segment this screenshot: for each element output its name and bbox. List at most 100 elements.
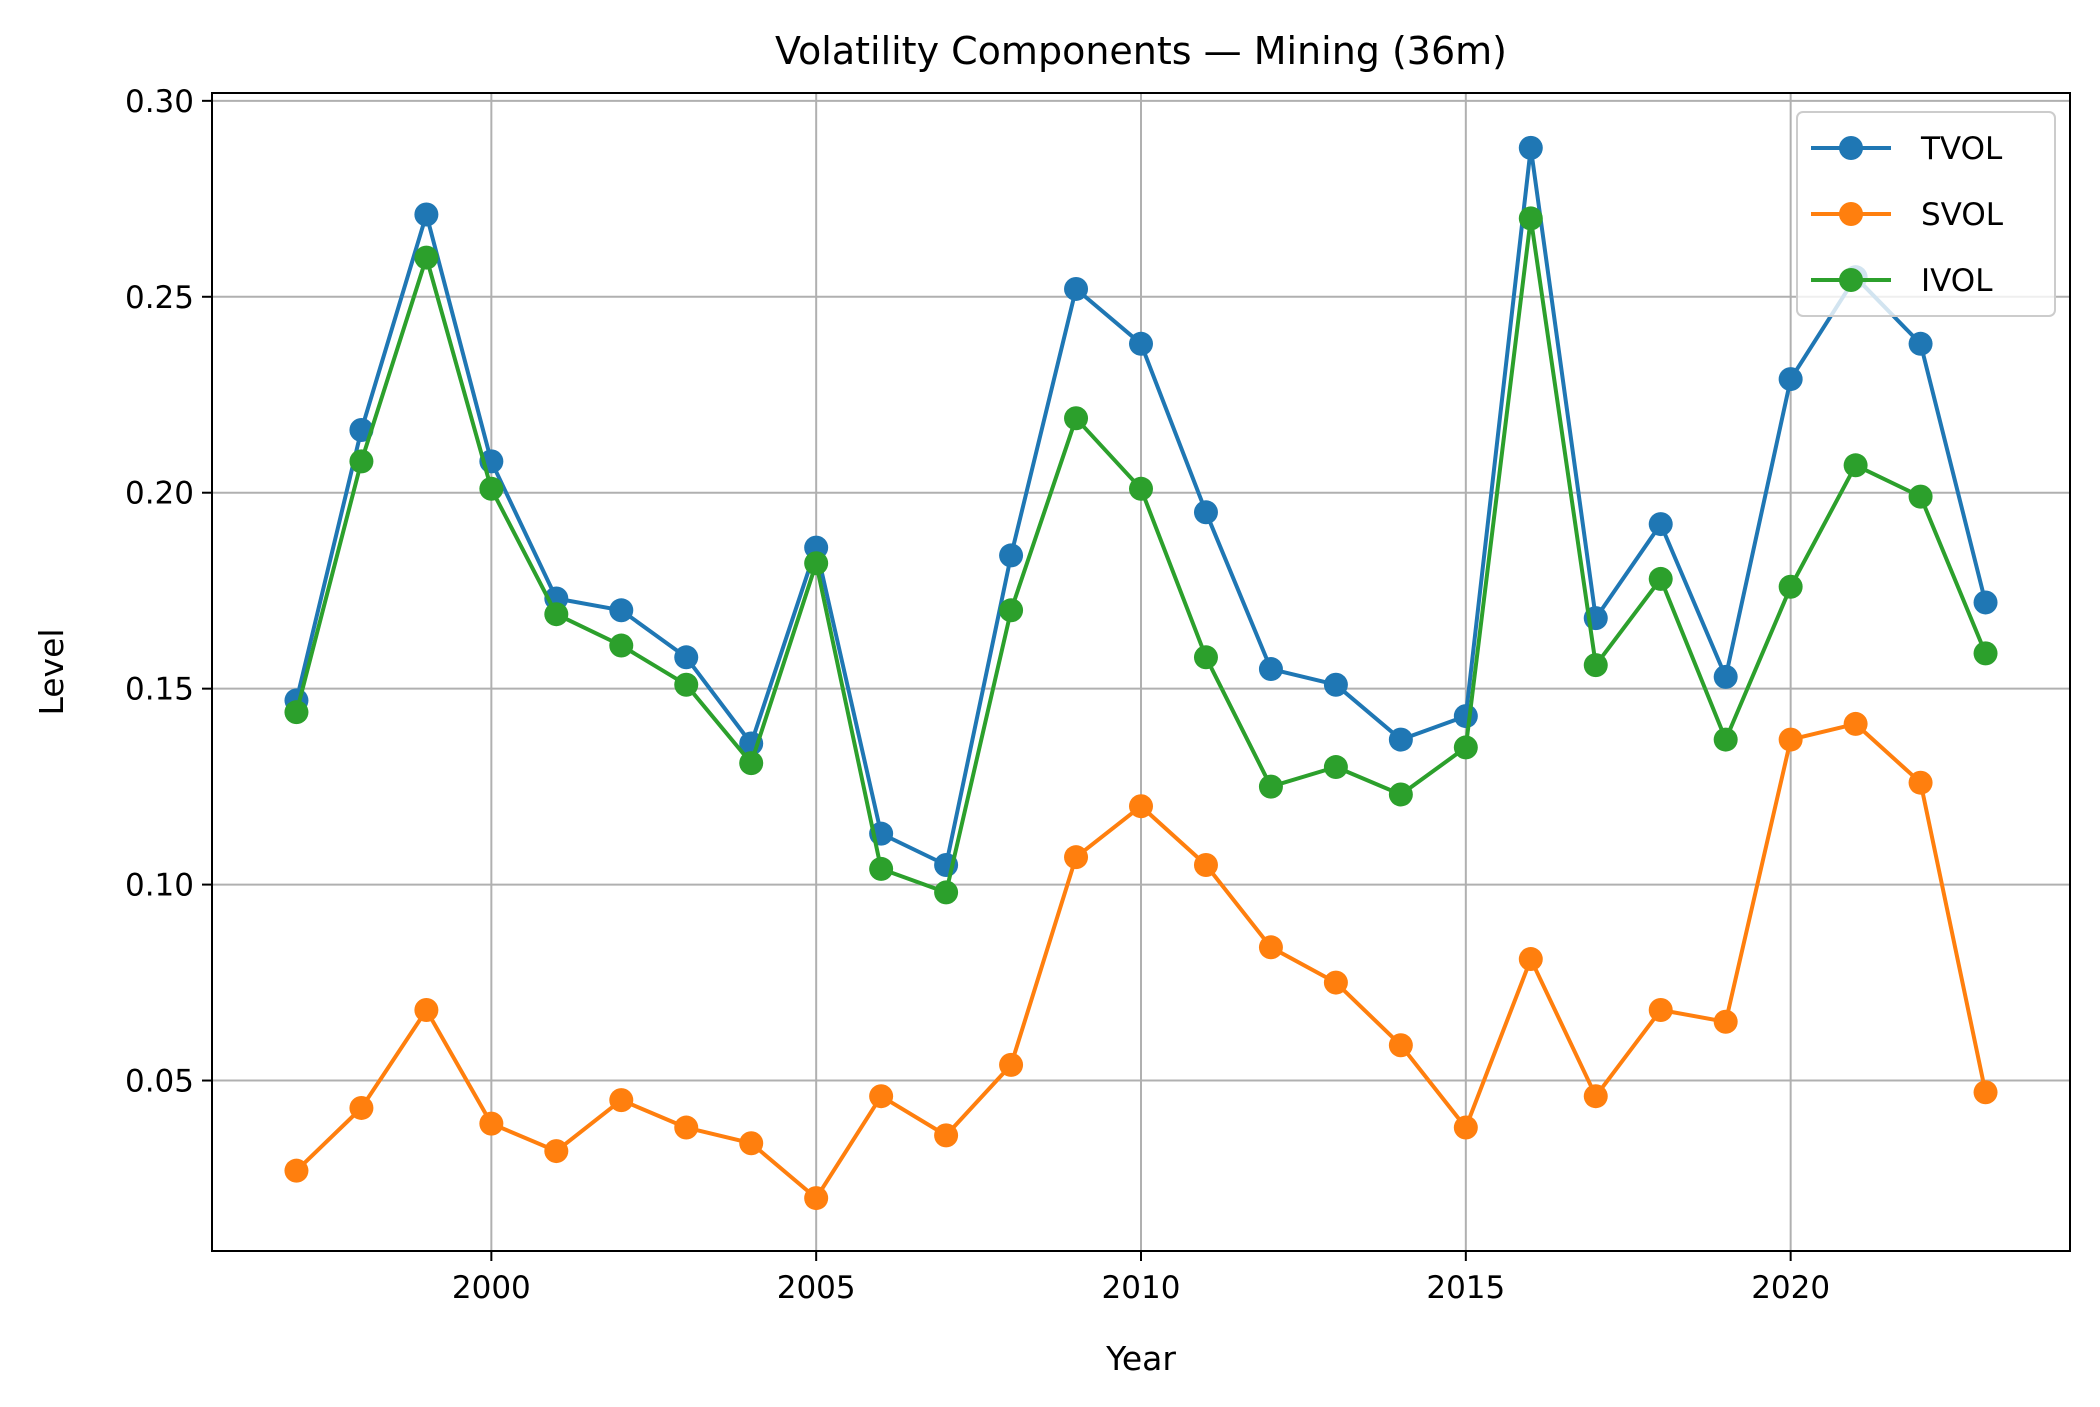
data-point [284, 1158, 309, 1183]
data-point [934, 880, 959, 905]
data-point [1453, 704, 1478, 729]
data-point [1843, 453, 1868, 478]
series-svol [284, 711, 1998, 1211]
data-point [1713, 1009, 1738, 1034]
data-point [1518, 206, 1543, 231]
x-tick-label: 2015 [1426, 1270, 1505, 1306]
data-point [1648, 566, 1673, 591]
data-point [1193, 500, 1218, 525]
legend-marker [1839, 268, 1863, 292]
data-point [674, 645, 699, 670]
data-point [1323, 970, 1348, 995]
series-tvol [284, 135, 1998, 877]
y-tick-label: 0.20 [125, 476, 194, 512]
data-point [1388, 1033, 1413, 1058]
data-point [804, 1186, 829, 1211]
data-point [349, 449, 374, 474]
data-point [1908, 770, 1933, 795]
data-point [609, 633, 634, 658]
data-point [1908, 484, 1933, 509]
grid [212, 93, 2070, 1251]
data-point [1973, 641, 1998, 666]
data-point [1778, 727, 1803, 752]
data-point [414, 997, 439, 1022]
data-point [999, 543, 1024, 568]
y-tick-label: 0.25 [125, 280, 194, 316]
x-tick-label: 2010 [1102, 1270, 1181, 1306]
data-point [739, 751, 764, 776]
data-point [1193, 853, 1218, 877]
data-point [1258, 774, 1283, 799]
x-tick-label: 2005 [777, 1270, 856, 1306]
y-tick-label: 0.10 [125, 868, 194, 904]
data-point [1713, 664, 1738, 689]
data-point [1129, 331, 1153, 356]
data-point [674, 1115, 699, 1140]
legend-item: IVOL [1811, 263, 1993, 299]
data-point [609, 598, 634, 623]
y-tick-label: 0.05 [125, 1064, 194, 1100]
y-axis-label: Level [32, 628, 71, 715]
data-point [1713, 727, 1738, 752]
data-point [1778, 367, 1803, 392]
data-point [1258, 657, 1283, 682]
data-point [1064, 845, 1089, 870]
data-point [1583, 653, 1608, 678]
data-point [349, 1095, 374, 1120]
data-point [544, 1139, 569, 1164]
data-point [1193, 645, 1218, 670]
data-point [609, 1088, 634, 1113]
data-point [1453, 1115, 1478, 1140]
x-tick-label: 2020 [1751, 1270, 1830, 1306]
data-point [1323, 755, 1348, 780]
data-point [1908, 331, 1933, 356]
legend: TVOL SVOL IVOL [1796, 111, 2056, 317]
legend-label: TVOL [1920, 131, 2003, 167]
data-point [869, 856, 894, 881]
data-point [674, 672, 699, 697]
data-point [934, 1123, 959, 1148]
y-tick-label: 0.30 [125, 84, 194, 120]
legend-item: SVOL [1811, 197, 2004, 233]
data-point [1258, 935, 1283, 960]
data-point [804, 551, 829, 576]
data-point [1518, 947, 1543, 972]
legend-item: TVOL [1811, 131, 2003, 167]
y-tick-label: 0.15 [125, 672, 194, 708]
data-point [999, 1052, 1024, 1077]
data-point [1648, 997, 1673, 1022]
data-point [1129, 476, 1153, 501]
data-point [1323, 672, 1348, 697]
data-point [1518, 135, 1543, 160]
data-point [1973, 590, 1998, 615]
data-point [414, 245, 439, 270]
data-point [284, 700, 309, 725]
data-point [1129, 794, 1153, 819]
data-point [999, 598, 1024, 623]
data-point [1388, 782, 1413, 807]
ticks: 2000 2005 2010 2015 2020 0.05 0.10 0.15 0.20 0.25… [125, 84, 1830, 1306]
legend-label: IVOL [1921, 263, 1993, 299]
data-point [1388, 727, 1413, 752]
chart-title: Volatility Components — Mining (36m) [775, 29, 1507, 73]
data-point [1973, 1080, 1998, 1105]
data-point [544, 602, 569, 627]
data-point [1843, 711, 1868, 736]
legend-marker [1839, 202, 1863, 226]
legend-label: SVOL [1921, 197, 2004, 233]
data-point [1064, 406, 1089, 431]
data-point [1453, 735, 1478, 760]
data-point [479, 476, 504, 501]
data-point [1778, 574, 1803, 599]
series-layer [284, 135, 1998, 1211]
series-ivol [284, 206, 1998, 905]
x-tick-label: 2000 [452, 1270, 531, 1306]
legend-marker [1839, 136, 1863, 160]
data-point [479, 1111, 504, 1136]
legend-box [1796, 111, 2056, 317]
data-point [739, 1131, 764, 1156]
data-point [1583, 1084, 1608, 1109]
data-point [1648, 512, 1673, 537]
